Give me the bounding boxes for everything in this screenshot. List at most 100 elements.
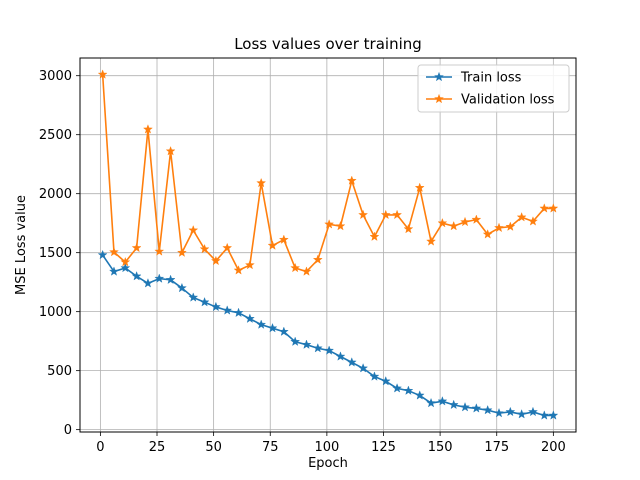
series-1-point (233, 265, 244, 275)
x-tick-label: 50 (205, 440, 222, 455)
series-1-point (154, 246, 165, 256)
series-1-point (176, 247, 187, 257)
series-1-point (448, 220, 459, 231)
grid (80, 58, 576, 432)
series-1-point (369, 231, 380, 241)
series-0-point (426, 397, 436, 408)
series-0-point (143, 278, 153, 288)
series-1-point (426, 236, 436, 246)
series-0-point (324, 345, 335, 355)
series-1-point (392, 209, 403, 220)
series-1-point (165, 146, 176, 156)
y-tick-label: 1000 (39, 305, 72, 320)
series-1-point (109, 246, 119, 257)
series-0-point (256, 319, 267, 329)
y-tick-label: 0 (64, 423, 72, 438)
legend-marker-0 (434, 71, 444, 82)
series-1-point (143, 124, 153, 134)
series-1-point (482, 229, 493, 239)
series-0-point (528, 406, 538, 417)
y-tick-label: 2500 (39, 128, 72, 143)
series-0-point (97, 249, 108, 260)
x-tick-label: 175 (484, 440, 509, 455)
series-1-point (460, 216, 470, 227)
series-0-point (165, 274, 176, 285)
series-0-point (460, 402, 470, 412)
series-1-point (358, 209, 369, 220)
series-0-point (199, 297, 210, 307)
series-0-point (335, 351, 346, 361)
series-1-point (539, 203, 550, 213)
series-1-point (210, 255, 221, 266)
legend-label-1: Validation loss (461, 93, 555, 108)
x-tick-label: 25 (149, 440, 166, 455)
series-0-point (437, 396, 448, 406)
x-tick-label: 0 (96, 440, 104, 455)
series-0-point (210, 301, 221, 312)
chart-title: Loss values over training (234, 35, 422, 53)
series-0-point (403, 385, 414, 395)
series-lines (97, 69, 559, 420)
series-0-point (290, 336, 301, 346)
series-0-point (222, 305, 233, 315)
series-1-point (290, 262, 301, 273)
series-0-point (154, 273, 165, 283)
series-0-point (482, 404, 493, 415)
series-1-point (97, 69, 108, 79)
y-tick-label: 3000 (39, 69, 72, 84)
series-1-point (188, 225, 199, 235)
series-0-point (267, 322, 278, 333)
series-0-point (516, 409, 527, 419)
series-0-point (131, 271, 142, 281)
series-0-point (369, 371, 380, 381)
series-1-point (131, 242, 142, 253)
series-0-point (448, 399, 459, 410)
series-1-point (380, 209, 391, 220)
y-axis-label: MSE Loss value (14, 195, 29, 295)
series-0-point (414, 390, 425, 400)
series-1-point (403, 223, 414, 234)
series-0-point (301, 339, 312, 349)
x-tick-label: 200 (541, 440, 566, 455)
axis-ticks: 0 25 50 75 100 125 150 175 200050010001500200025… (39, 69, 566, 455)
y-tick-label: 500 (47, 364, 72, 379)
series-0-point (539, 410, 550, 420)
legend: Train loss Validation loss (417, 64, 570, 113)
series-0-point (392, 383, 403, 393)
x-tick-label: 100 (314, 440, 339, 455)
series-1-point (516, 212, 527, 222)
series-1-point (346, 175, 357, 185)
x-tick-label: 75 (262, 440, 279, 455)
series-0-point (109, 266, 119, 276)
series-0-point (278, 326, 289, 336)
legend-box (417, 64, 570, 113)
series-0-point (120, 262, 131, 273)
legend-label-0: Train loss (460, 71, 522, 86)
y-tick-label: 2000 (39, 187, 72, 202)
plot-frame (79, 57, 577, 433)
series-0-point (471, 403, 482, 413)
x-tick-label: 125 (371, 440, 396, 455)
series-1-point (267, 240, 278, 250)
series-1-point (324, 219, 335, 229)
series-0-point (494, 407, 504, 418)
series-1-point (244, 259, 255, 270)
series-1-point (278, 234, 289, 244)
series-1-point (548, 203, 559, 213)
series-1-point (528, 216, 538, 226)
x-axis-label: Epoch (308, 456, 348, 471)
y-tick-label: 1500 (39, 246, 72, 261)
series-1-point (335, 220, 346, 231)
series-0-point (176, 282, 187, 293)
legend-marker-1 (434, 93, 444, 104)
series-1-point (222, 242, 233, 253)
series-1-point (505, 221, 516, 231)
series-0-point (233, 307, 244, 318)
series-0-point (244, 313, 255, 323)
series-0-point (548, 410, 559, 420)
series-0-point (358, 363, 369, 373)
series-1-point (256, 177, 267, 188)
series-0-point (346, 357, 357, 367)
x-tick-label: 150 (428, 440, 453, 455)
